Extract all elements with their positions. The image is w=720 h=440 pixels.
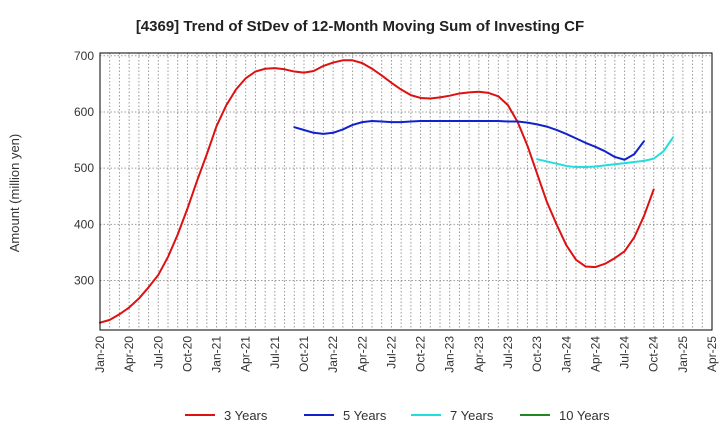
- x-tick-label: Apr-20: [122, 336, 136, 372]
- series-line-3-years: [99, 59, 655, 324]
- y-tick-label: 300: [74, 274, 94, 288]
- x-tick-labels: Jan-20 Apr-20 Jul-20 Oct-20 Jan-21 Apr-21 Jul-…: [93, 336, 719, 373]
- x-tick-label: Oct-23: [530, 336, 544, 372]
- legend-label: 7 Years: [450, 408, 494, 423]
- x-tick-label: Oct-24: [647, 336, 661, 372]
- plot-frame: [99, 52, 713, 331]
- x-tick-label: Jan-24: [559, 336, 573, 373]
- grid: [100, 53, 712, 330]
- series-lines: [99, 59, 675, 324]
- x-tick-label: Jul-22: [384, 336, 398, 369]
- x-tick-label: Jan-23: [443, 336, 457, 373]
- y-tick-label: 400: [74, 217, 94, 231]
- legend: 3 Years 5 Years 7 Years 10 Years: [185, 408, 610, 423]
- x-tick-label: Jan-22: [326, 336, 340, 373]
- series-line-5-years: [293, 119, 645, 161]
- legend-label: 5 Years: [343, 408, 387, 423]
- x-tick-label: Oct-20: [180, 336, 194, 372]
- x-tick-label: Apr-21: [239, 336, 253, 372]
- x-tick-label: Jan-20: [93, 336, 107, 373]
- legend-label: 3 Years: [224, 408, 268, 423]
- y-tick-label: 500: [74, 161, 94, 175]
- y-tick-labels: 300 400 500 600 700: [74, 49, 94, 288]
- x-tick-label: Jul-23: [501, 336, 515, 369]
- legend-label: 10 Years: [559, 408, 610, 423]
- x-tick-label: Oct-21: [297, 336, 311, 372]
- y-tick-label: 600: [74, 105, 94, 119]
- x-tick-label: Apr-25: [705, 336, 719, 372]
- y-axis-label: Amount (million yen): [7, 134, 22, 253]
- y-tick-label: 700: [74, 49, 94, 63]
- x-tick-label: Jan-21: [210, 336, 224, 373]
- x-tick-label: Oct-22: [414, 336, 428, 372]
- x-tick-label: Apr-23: [472, 336, 486, 372]
- x-tick-label: Jul-24: [618, 336, 632, 369]
- chart-title: [4369] Trend of StDev of 12-Month Moving…: [136, 18, 584, 35]
- series-line-7-years: [536, 136, 675, 169]
- x-tick-label: Apr-24: [588, 336, 602, 372]
- x-tick-label: Apr-22: [355, 336, 369, 372]
- x-tick-label: Jul-20: [151, 336, 165, 369]
- x-tick-label: Jul-21: [268, 336, 282, 369]
- x-tick-label: Jan-25: [676, 336, 690, 373]
